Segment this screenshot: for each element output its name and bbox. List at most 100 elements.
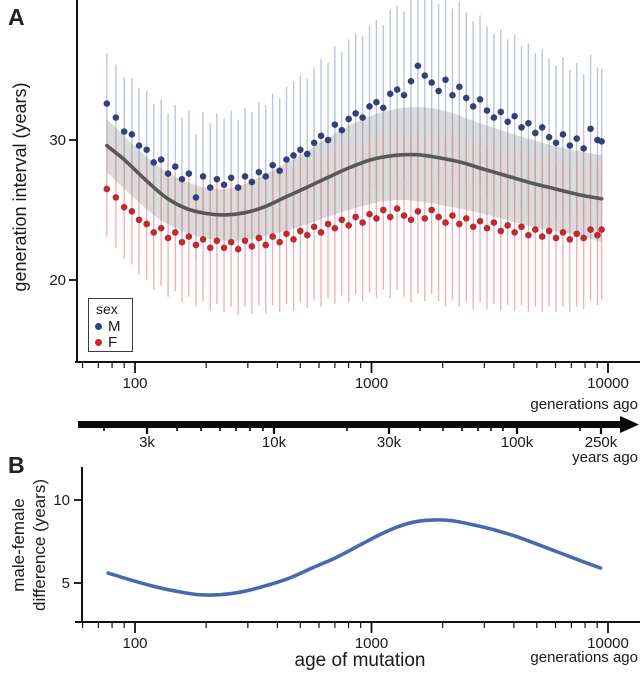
x-tick-label: 100 [122, 635, 147, 652]
male-data-point [220, 181, 228, 189]
male-data-point [497, 108, 505, 116]
female-data-point [524, 231, 532, 239]
male-data-point [566, 142, 574, 150]
male-data-point [128, 130, 136, 138]
male-female-difference-line [106, 518, 603, 597]
female-data-point [192, 241, 200, 249]
female-data-point [227, 238, 235, 246]
female-data-point [421, 214, 429, 222]
female-data-point [171, 228, 179, 236]
female-data-point [143, 220, 151, 228]
female-data-point [531, 226, 539, 234]
male-data-point [192, 193, 200, 201]
y-tick-label: 30 [49, 132, 66, 149]
confidence-band [106, 107, 602, 243]
female-data-point [255, 234, 263, 242]
female-data-point [331, 224, 339, 232]
x-tick-label: 10000 [587, 375, 629, 392]
female-data-point [178, 238, 186, 246]
female-data-point [428, 206, 436, 214]
female-data-point [462, 214, 470, 222]
female-data-point [580, 234, 588, 242]
female-data-point [241, 237, 249, 245]
female-data-point [135, 216, 143, 224]
mean-generation-interval-line [105, 143, 604, 217]
legend-title: sex [96, 301, 118, 317]
female-data-point [400, 212, 408, 220]
male-data-point [206, 184, 214, 192]
female-data-point [448, 212, 456, 220]
male-data-point [199, 172, 207, 180]
male-data-point [587, 125, 595, 133]
male-data-point [359, 114, 367, 122]
years-tick-label: 10k [262, 434, 287, 451]
female-data-point [283, 230, 290, 238]
male-data-point [511, 112, 519, 120]
male-data-point [234, 184, 242, 192]
female-data-point [303, 231, 311, 239]
male-data-point [421, 72, 429, 80]
female-data-point [150, 228, 158, 236]
male-data-point [310, 139, 318, 147]
male-data-point [524, 119, 532, 127]
male-data-point [386, 90, 394, 98]
years-tick-label: 100k [501, 434, 534, 451]
female-data-point [538, 233, 546, 241]
female-data-point [157, 224, 165, 232]
female-data-point [497, 227, 505, 235]
female-data-point [199, 235, 207, 243]
male-data-point [469, 102, 477, 110]
male-data-point [213, 175, 221, 183]
female-data-point [469, 223, 477, 231]
female-data-point [220, 244, 228, 252]
male-data-point [393, 86, 401, 94]
years-axis-bar [78, 421, 623, 428]
panel-b-letter: B [8, 452, 25, 478]
female-data-point [290, 235, 297, 243]
male-data-point [317, 132, 325, 140]
female-data-point [483, 224, 491, 232]
male-data-point [538, 123, 546, 131]
female-data-point [310, 223, 318, 231]
male-data-point [545, 133, 553, 141]
panel-b-x-axis-label: age of mutation [294, 650, 426, 671]
male-data-point [178, 175, 186, 183]
female-data-point [598, 226, 606, 234]
female-data-point [552, 234, 560, 242]
female-data-point [164, 234, 172, 242]
female-data-point [511, 228, 519, 236]
female-data-point [566, 235, 574, 243]
female-data-point [185, 233, 193, 241]
male-data-point [241, 172, 249, 180]
female-data-point [359, 219, 367, 227]
male-data-point [303, 150, 311, 158]
male-data-point [345, 115, 353, 123]
legend: sex M F [88, 298, 133, 352]
panel-b-y-axis-label-line1: male-female [9, 498, 28, 592]
panel-b-y-axis-label-line2: difference (years) [30, 479, 49, 611]
male-data-point [379, 104, 387, 112]
legend-item-female: F [95, 334, 132, 351]
female-data-point [559, 228, 567, 236]
years-tick-label: 250k [585, 434, 618, 451]
male-data-point [227, 174, 235, 182]
female-data-point [234, 245, 242, 253]
male-data-point [448, 91, 456, 99]
male-data-point [290, 151, 297, 159]
female-data-point [476, 217, 484, 225]
x-tick-label: 10000 [587, 635, 629, 652]
male-data-point [476, 95, 484, 103]
male-data-point [248, 178, 256, 186]
y-tick-label: 10 [53, 492, 70, 509]
female-data-point [317, 228, 325, 236]
male-data-point [135, 142, 143, 150]
male-data-point [324, 136, 332, 144]
panel-a-x-axis-label: generations ago [530, 396, 638, 413]
male-data-point [372, 98, 380, 106]
female-data-point [379, 206, 387, 214]
male-data-point [455, 83, 463, 91]
female-swatch-icon [95, 338, 102, 346]
panel-a-letter: A [8, 4, 25, 30]
female-data-point [338, 216, 346, 224]
